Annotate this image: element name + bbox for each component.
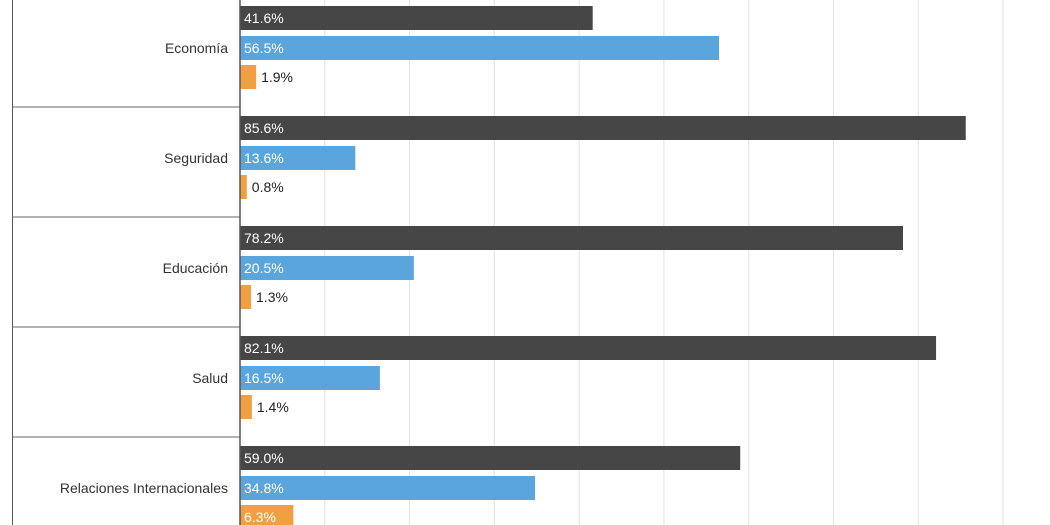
bar bbox=[240, 36, 720, 60]
bar bbox=[240, 226, 903, 250]
category-label: Salud bbox=[192, 370, 228, 386]
category-label: Educación bbox=[163, 260, 228, 276]
data-label: 0.8% bbox=[252, 179, 284, 195]
bar bbox=[240, 256, 414, 280]
category-label: Relaciones Internacionales bbox=[60, 480, 228, 496]
bar bbox=[240, 446, 741, 470]
bar bbox=[240, 65, 257, 89]
bar bbox=[240, 285, 252, 309]
bar bbox=[240, 6, 593, 30]
left-frame-line bbox=[12, 0, 13, 525]
category-label: Economía bbox=[165, 40, 228, 56]
data-label: 20.5% bbox=[244, 260, 284, 276]
bar bbox=[240, 336, 937, 360]
data-label: 13.6% bbox=[244, 150, 284, 166]
data-label: 82.1% bbox=[244, 340, 284, 356]
data-label: 6.3% bbox=[244, 509, 276, 525]
bar bbox=[240, 476, 536, 500]
bar bbox=[240, 146, 356, 170]
bar bbox=[240, 116, 966, 140]
data-label: 85.6% bbox=[244, 120, 284, 136]
data-label: 59.0% bbox=[244, 450, 284, 466]
data-label: 16.5% bbox=[244, 370, 284, 386]
data-label: 41.6% bbox=[244, 10, 284, 26]
data-label: 78.2% bbox=[244, 230, 284, 246]
bar bbox=[240, 366, 380, 390]
data-label: 34.8% bbox=[244, 480, 284, 496]
bar bbox=[240, 395, 252, 419]
data-label: 1.3% bbox=[256, 289, 288, 305]
data-label: 1.9% bbox=[261, 69, 293, 85]
bar bbox=[240, 175, 247, 199]
data-label: 56.5% bbox=[244, 40, 284, 56]
data-label: 1.4% bbox=[257, 399, 289, 415]
category-label: Seguridad bbox=[164, 150, 228, 166]
bar bbox=[240, 505, 294, 525]
